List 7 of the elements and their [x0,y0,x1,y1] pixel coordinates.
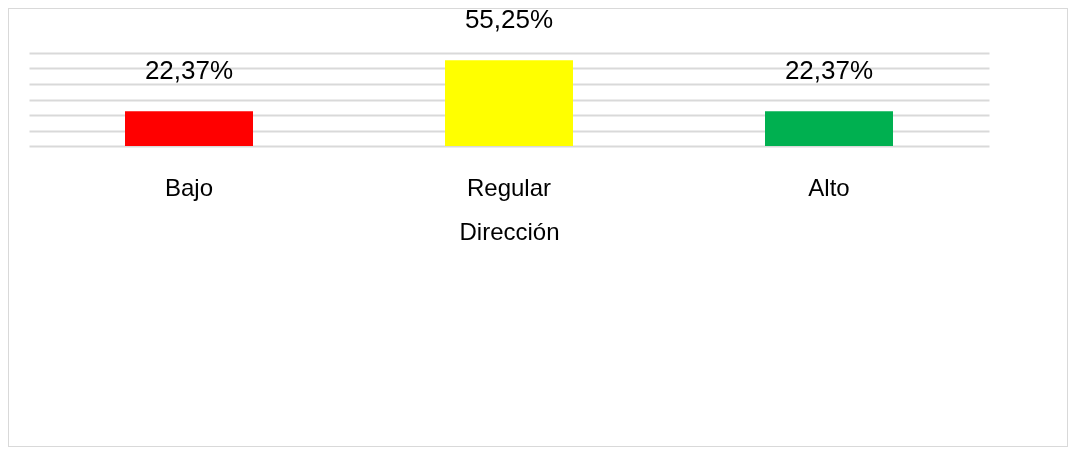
x-tick-label: Regular [466,173,552,201]
data-label: 55,25% [464,4,554,35]
x-tick-label: Bajo [164,173,214,201]
data-label: 22,37% [144,55,234,86]
data-label: 22,37% [784,55,874,86]
x-axis-title: Dirección [459,217,560,245]
x-tick-label: Alto [808,173,850,201]
